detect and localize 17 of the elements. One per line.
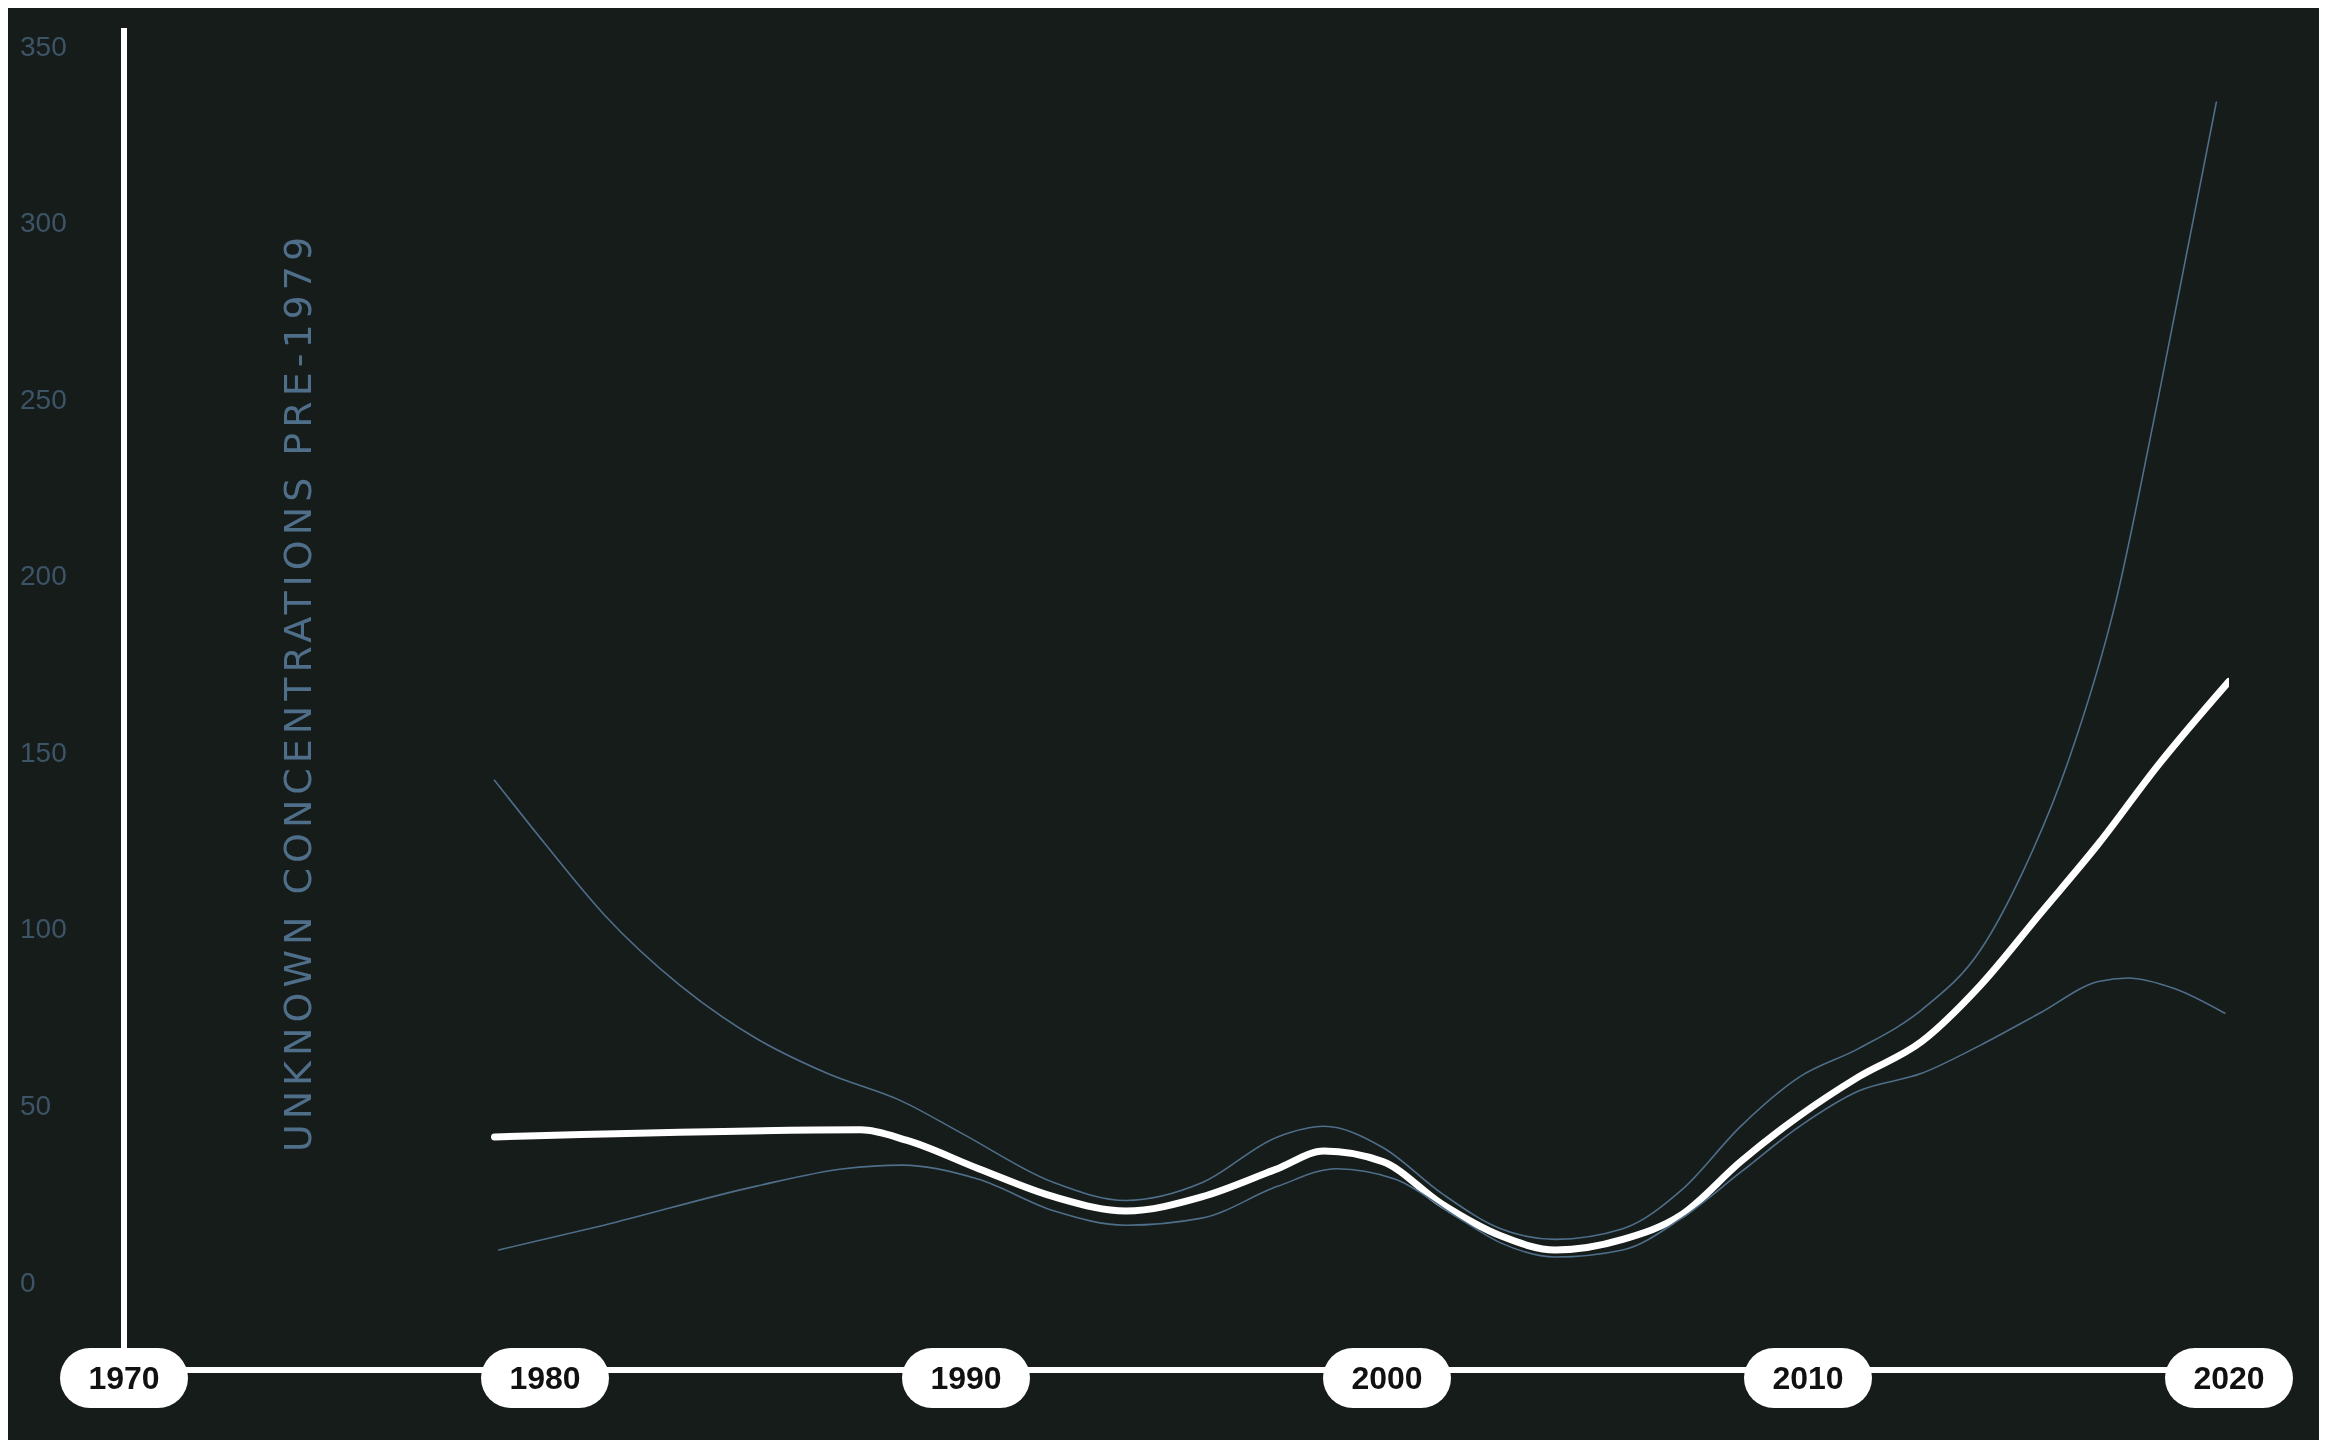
line-series (493, 101, 2218, 1241)
x-tick-label: 2010 (1772, 1360, 1844, 1397)
y-tick-label: 150 (20, 736, 67, 768)
x-tick-label: 2020 (2193, 1360, 2265, 1397)
line-series (497, 977, 2226, 1258)
y-tick-label: 100 (20, 913, 67, 945)
y-tick-label: 300 (20, 207, 67, 239)
x-tick-label: 2000 (1351, 1360, 1423, 1397)
y-tick-label: 0 (20, 1266, 36, 1298)
y-tick-label: 250 (20, 383, 67, 415)
x-tick-label: 1980 (509, 1360, 581, 1397)
x-tick-label: 1970 (88, 1360, 160, 1397)
y-tick-label: 200 (20, 560, 67, 592)
x-tick-label: 1990 (930, 1360, 1002, 1397)
y-tick-label: 350 (20, 30, 67, 62)
y-tick-label: 50 (20, 1090, 52, 1122)
annotation: UNKNOWN CONCENTRATIONS PRE-1979 (276, 231, 320, 1153)
